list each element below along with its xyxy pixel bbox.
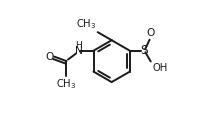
Text: O: O bbox=[45, 52, 53, 62]
Text: O: O bbox=[146, 28, 155, 38]
Text: S: S bbox=[141, 44, 148, 57]
Text: CH$_3$: CH$_3$ bbox=[76, 17, 97, 31]
Text: H: H bbox=[75, 41, 82, 50]
Text: N: N bbox=[75, 46, 83, 56]
Text: OH: OH bbox=[152, 63, 167, 73]
Text: CH$_3$: CH$_3$ bbox=[56, 77, 77, 91]
